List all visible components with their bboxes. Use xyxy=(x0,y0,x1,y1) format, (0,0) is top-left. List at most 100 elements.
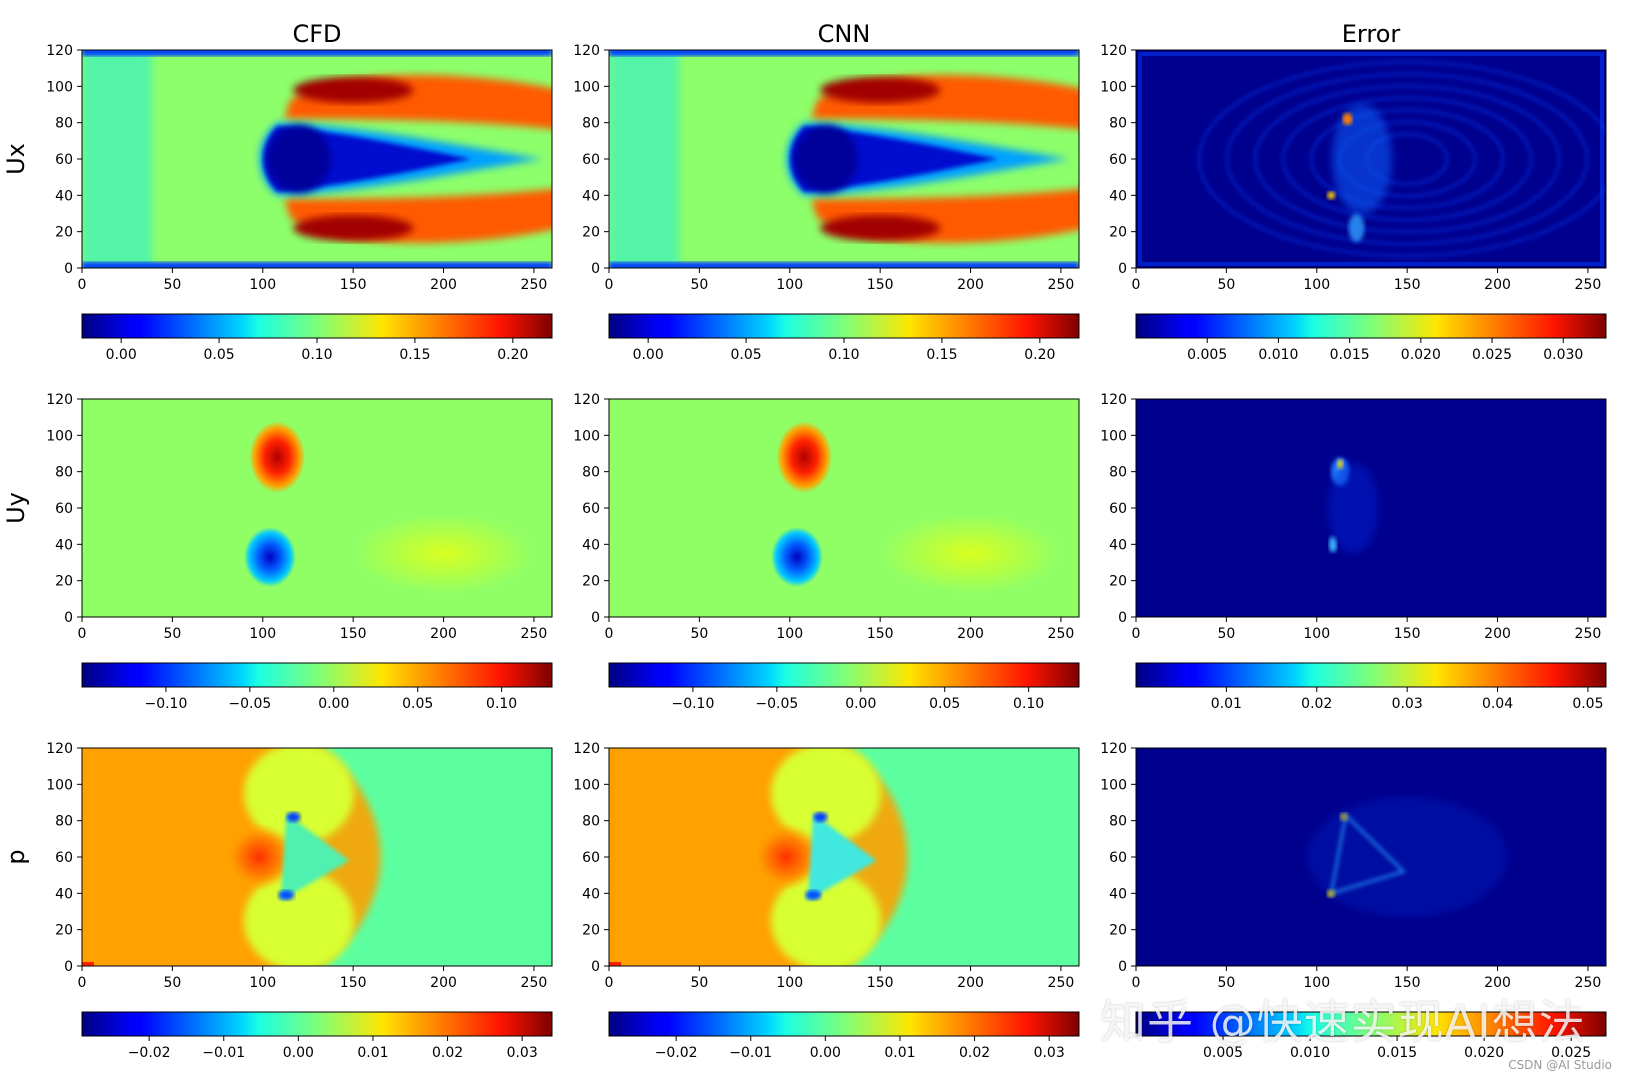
y-tick-label: 60 xyxy=(55,501,73,517)
colorbar-tick-label: −0.10 xyxy=(671,696,714,712)
y-tick-label: 0 xyxy=(1118,959,1127,975)
x-tick-label: 250 xyxy=(521,626,548,642)
x-tick-label: 50 xyxy=(163,626,181,642)
colorbar-tick-label: 0.00 xyxy=(633,347,664,363)
x-tick-label: 50 xyxy=(163,277,181,293)
y-tick-label: 60 xyxy=(1109,850,1127,866)
colorbar-tick-label: 0.03 xyxy=(1034,1045,1065,1061)
colorbar-tick-label: 0.03 xyxy=(507,1045,538,1061)
y-tick-label: 60 xyxy=(1109,152,1127,168)
x-tick-label: 100 xyxy=(249,975,276,991)
y-tick-label: 40 xyxy=(582,886,600,902)
colorbar-tick-label: −0.02 xyxy=(128,1045,171,1061)
y-tick-label: 80 xyxy=(55,465,73,481)
panel-plot-8: 0 50 100 150 200 250 0 20 40 60 80 100 120 0.005 0.010… xyxy=(1100,741,1607,1061)
colorbar-tick-label: 0.02 xyxy=(432,1045,463,1061)
colorbar xyxy=(1135,662,1607,688)
y-tick-label: 80 xyxy=(582,116,600,132)
x-tick-label: 0 xyxy=(78,975,87,991)
y-tick-label: 20 xyxy=(55,923,73,939)
colorbar-tick-label: 0.020 xyxy=(1401,347,1441,363)
y-tick-label: 0 xyxy=(1118,261,1127,277)
watermark-text: 知乎 @快速实现AI想法 xyxy=(1100,995,1586,1049)
x-tick-label: 100 xyxy=(776,277,803,293)
x-tick-label: 250 xyxy=(521,277,548,293)
colorbar-tick-label: 0.010 xyxy=(1258,347,1298,363)
x-tick-label: 50 xyxy=(690,626,708,642)
x-tick-label: 250 xyxy=(1048,626,1075,642)
colorbar-tick-label: 0.00 xyxy=(810,1045,841,1061)
colorbar-tick-label: 0.10 xyxy=(486,696,517,712)
y-tick-label: 80 xyxy=(55,116,73,132)
x-tick-label: 50 xyxy=(1217,975,1235,991)
y-tick-label: 40 xyxy=(582,537,600,553)
panel-plot-7: 0 50 100 150 200 250 0 20 40 60 80 100 120 −0.02 −0.01… xyxy=(573,741,1080,1061)
panel-Uy-3: 0 50 100 150 200 250 0 20 40 60 80 100 120 Uy −0.10 −0.… xyxy=(2,392,553,712)
colorbar-tick-label: 0.02 xyxy=(1301,696,1332,712)
x-tick-label: 200 xyxy=(430,975,457,991)
colorbar-tick-label: 0.00 xyxy=(106,347,137,363)
x-tick-label: 150 xyxy=(1394,626,1421,642)
x-tick-label: 250 xyxy=(1048,975,1075,991)
panel-CFD-0: 0 50 100 150 200 250 0 20 40 60 80 100 120 CFD Ux 0.00 0… xyxy=(2,20,553,363)
y-tick-label: 60 xyxy=(55,152,73,168)
colorbar-tick-label: −0.10 xyxy=(144,696,187,712)
y-tick-label: 40 xyxy=(1109,537,1127,553)
x-tick-label: 150 xyxy=(1394,277,1421,293)
colorbar xyxy=(608,1011,1080,1037)
x-tick-label: 200 xyxy=(1484,626,1511,642)
colorbar xyxy=(608,313,1080,339)
y-tick-label: 40 xyxy=(55,886,73,902)
x-tick-label: 200 xyxy=(957,277,984,293)
colorbar-tick-label: 0.00 xyxy=(283,1045,314,1061)
y-tick-label: 20 xyxy=(582,574,600,590)
panel-CNN-1: 0 50 100 150 200 250 0 20 40 60 80 100 120 CNN 0.00 0.0… xyxy=(573,20,1080,363)
colorbar-tick-label: 0.025 xyxy=(1551,1045,1591,1061)
x-tick-label: 200 xyxy=(430,626,457,642)
x-tick-label: 100 xyxy=(1303,975,1330,991)
colorbar xyxy=(1135,313,1607,339)
y-tick-label: 0 xyxy=(64,261,73,277)
colorbar-tick-label: 0.15 xyxy=(926,347,957,363)
colorbar-tick-label: 0.10 xyxy=(1013,696,1044,712)
colorbar-tick-label: 0.10 xyxy=(828,347,859,363)
y-tick-label: 80 xyxy=(55,814,73,830)
y-tick-label: 120 xyxy=(1100,741,1127,757)
x-tick-label: 0 xyxy=(78,277,87,293)
colorbar-tick-label: 0.05 xyxy=(730,347,761,363)
colorbar-tick-label: 0.20 xyxy=(1024,347,1055,363)
x-tick-label: 50 xyxy=(1217,626,1235,642)
y-tick-label: 80 xyxy=(582,465,600,481)
y-tick-label: 40 xyxy=(55,537,73,553)
x-tick-label: 0 xyxy=(605,975,614,991)
y-tick-label: 60 xyxy=(582,501,600,517)
y-tick-label: 120 xyxy=(573,392,600,408)
y-tick-label: 20 xyxy=(1109,225,1127,241)
y-tick-label: 100 xyxy=(573,777,600,793)
colorbar-tick-label: 0.05 xyxy=(929,696,960,712)
y-tick-label: 100 xyxy=(573,428,600,444)
colorbar-tick-label: 0.00 xyxy=(845,696,876,712)
y-tick-label: 80 xyxy=(582,814,600,830)
y-tick-label: 100 xyxy=(46,428,73,444)
y-tick-label: 60 xyxy=(55,850,73,866)
row-label: p xyxy=(2,849,30,864)
y-tick-label: 60 xyxy=(582,850,600,866)
y-tick-label: 100 xyxy=(1100,79,1127,95)
panel-plot-5: 0 50 100 150 200 250 0 20 40 60 80 100 120 0.01 0.02 0.… xyxy=(1100,392,1607,712)
y-tick-label: 120 xyxy=(573,43,600,59)
x-tick-label: 200 xyxy=(957,975,984,991)
colorbar-tick-label: 0.005 xyxy=(1187,347,1227,363)
y-tick-label: 100 xyxy=(1100,428,1127,444)
x-tick-label: 0 xyxy=(78,626,87,642)
colorbar-tick-label: 0.15 xyxy=(399,347,430,363)
x-tick-label: 100 xyxy=(776,975,803,991)
x-tick-label: 100 xyxy=(249,277,276,293)
y-tick-label: 100 xyxy=(46,79,73,95)
colorbar-tick-label: −0.02 xyxy=(655,1045,698,1061)
colorbar-tick-label: 0.01 xyxy=(357,1045,388,1061)
colorbar xyxy=(1135,1011,1607,1037)
y-tick-label: 120 xyxy=(1100,392,1127,408)
x-tick-label: 100 xyxy=(1303,277,1330,293)
